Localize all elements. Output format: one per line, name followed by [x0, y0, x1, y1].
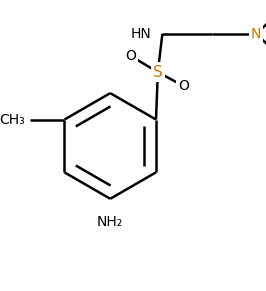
Text: HN: HN	[131, 27, 151, 41]
Text: O: O	[178, 79, 189, 93]
Text: S: S	[153, 65, 163, 80]
Text: N: N	[251, 27, 261, 41]
Text: CH₃: CH₃	[0, 113, 25, 127]
Text: NH₂: NH₂	[97, 215, 123, 229]
Text: O: O	[125, 49, 136, 63]
